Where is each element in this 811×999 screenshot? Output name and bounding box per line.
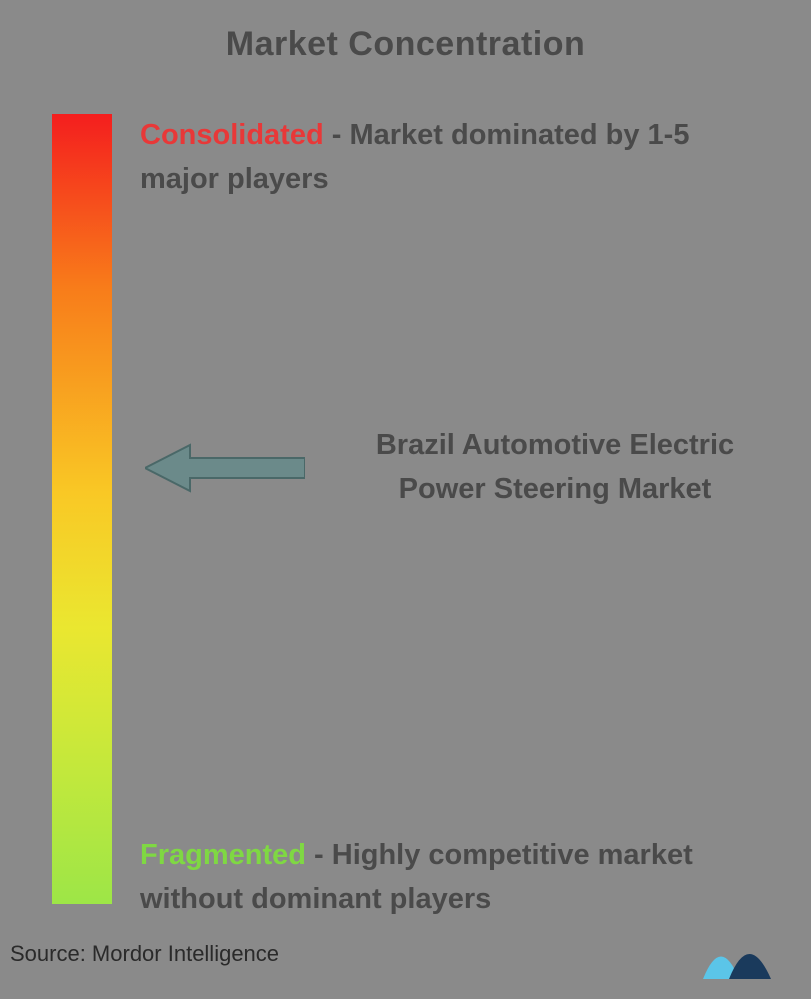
consolidated-label-group: Consolidated - Market dominated by 1-5 m… (140, 114, 761, 201)
consolidated-text: Consolidated - Market dominated by 1-5 m… (140, 114, 761, 201)
concentration-gradient-bar (52, 114, 112, 904)
page-title: Market Concentration (30, 25, 781, 64)
fragmented-text: Fragmented - Highly competitive market w… (140, 834, 761, 921)
market-pointer-section: Brazil Automotive Electric Power Steerin… (145, 424, 775, 511)
arrow-left-icon (145, 443, 305, 493)
content-area: Consolidated - Market dominated by 1-5 m… (30, 114, 781, 934)
source-attribution: Source: Mordor Intelligence (10, 941, 279, 967)
infographic-container: Market Concentration Consolidated - Mark… (0, 0, 811, 999)
consolidated-keyword: Consolidated (140, 119, 324, 151)
mordor-logo-icon (691, 929, 781, 989)
fragmented-label-group: Fragmented - Highly competitive market w… (140, 834, 761, 921)
market-name: Brazil Automotive Electric Power Steerin… (335, 424, 775, 511)
fragmented-keyword: Fragmented (140, 839, 306, 871)
